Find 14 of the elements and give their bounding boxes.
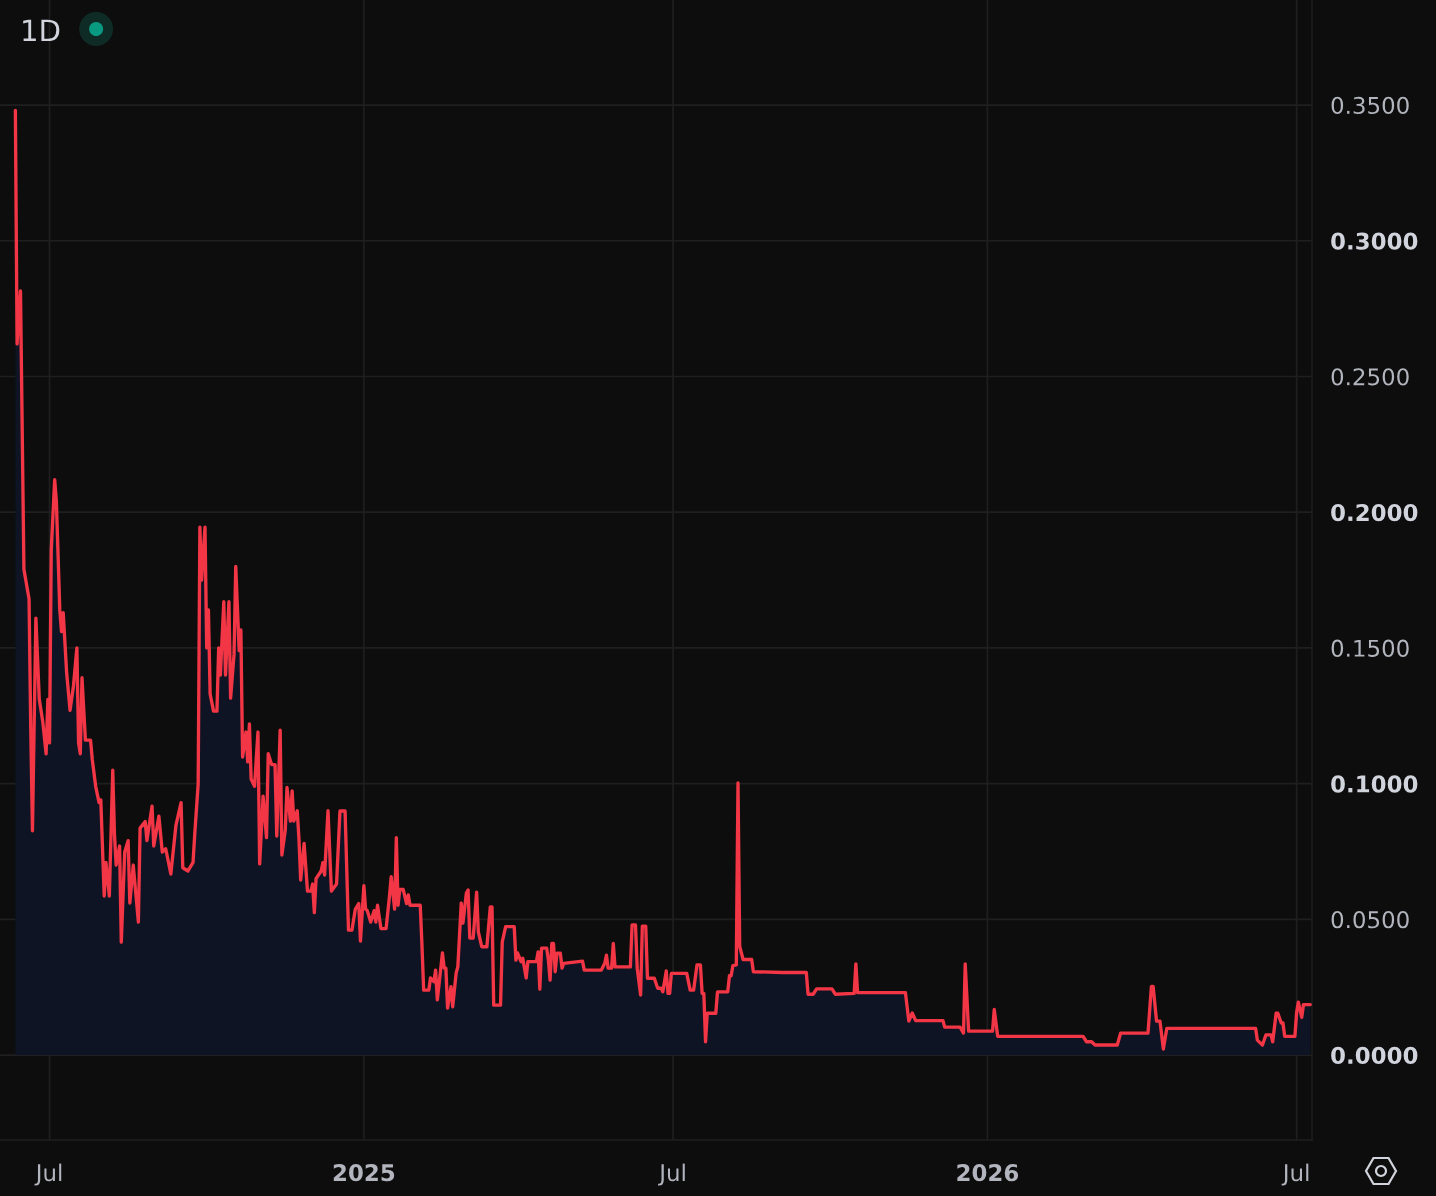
y-tick-label: 0.1500	[1331, 639, 1409, 657]
x-tick-label: Jul	[34, 1163, 62, 1186]
y-tick-label: 0.3500	[1331, 96, 1409, 115]
x-tick-label: 2025	[333, 1164, 395, 1182]
y-tick-label: 0.0000	[1331, 1046, 1418, 1065]
text: 1D	[23, 19, 60, 41]
y-tick-label: 0.2500	[1331, 368, 1409, 386]
y-tick-label: 0.3000	[1331, 232, 1418, 250]
y-tick-label: 0.0500	[1331, 911, 1409, 929]
x-tick-label: 2026	[957, 1164, 1019, 1182]
x-tick-label: Jul	[658, 1163, 685, 1186]
x-tick-label: Jul	[1281, 1163, 1309, 1186]
y-tick-label: 0.2000	[1331, 503, 1418, 522]
y-tick-label: 0.1000	[1331, 775, 1418, 793]
